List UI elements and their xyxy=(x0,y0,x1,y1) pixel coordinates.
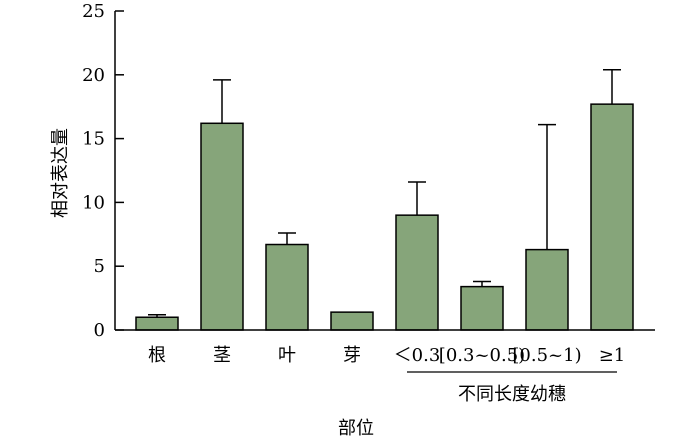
bar xyxy=(200,122,244,331)
bar xyxy=(265,243,309,331)
y-tick-label: 10 xyxy=(82,192,105,213)
bar xyxy=(135,316,179,331)
y-tick-label: 0 xyxy=(94,320,105,341)
x-tick-label: 芽 xyxy=(343,345,361,366)
x-tick-label: 茎 xyxy=(213,345,231,366)
y-tick-label: 25 xyxy=(82,1,105,22)
bar xyxy=(525,248,569,331)
bars xyxy=(135,68,634,331)
bar xyxy=(590,103,634,331)
x-axis-title: 部位 xyxy=(338,418,374,439)
bar xyxy=(460,285,504,331)
bar xyxy=(395,214,439,331)
y-tick-label: 20 xyxy=(82,65,105,86)
x-tick-label: [0.3~0.5) xyxy=(439,345,525,366)
x-tick-label: [0.5~1) xyxy=(512,345,581,366)
bar xyxy=(330,311,374,331)
y-tick-label: 5 xyxy=(94,256,105,277)
x-tick-label: ≥1 xyxy=(599,345,626,366)
x-tick-label: 根 xyxy=(148,345,166,366)
x-axis: 根 茎 叶 芽 ＜0.3[0.3~0.5)[0.5~1) ≥1 xyxy=(115,329,655,366)
y-axis: 0 5 10 15 20 25 xyxy=(82,1,124,341)
x-tick-label: 叶 xyxy=(278,345,296,366)
y-axis-title: 相对表达量 xyxy=(50,128,71,218)
group-label: 不同长度幼穗 xyxy=(458,384,566,405)
x-tick-label: ＜0.3 xyxy=(394,345,441,366)
y-tick-label: 15 xyxy=(82,129,105,150)
